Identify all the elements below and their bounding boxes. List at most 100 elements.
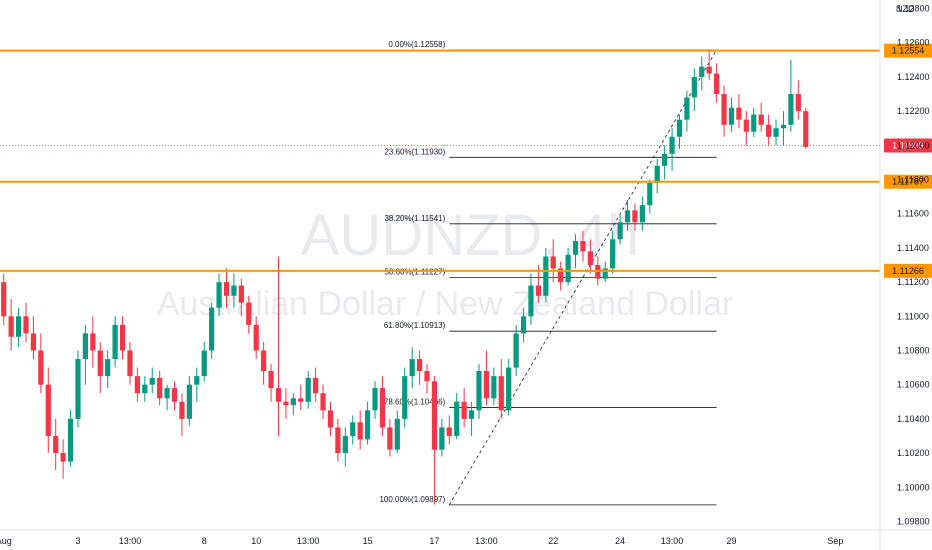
- x-tick-label: 13:00: [297, 536, 320, 546]
- candle-body: [483, 371, 490, 399]
- x-tick-label: 3: [75, 536, 80, 546]
- x-tick-label: Sep: [827, 536, 843, 546]
- candle-body: [23, 316, 29, 334]
- level-price-badge: [884, 174, 932, 189]
- candle-body: [766, 124, 772, 137]
- candle-body: [268, 371, 274, 389]
- candle-body: [595, 265, 601, 279]
- candle-body: [275, 388, 282, 402]
- y-tick-label: 1.11400: [897, 243, 929, 253]
- candle-body: [394, 418, 400, 450]
- candle-body: [676, 119, 683, 137]
- candle-body: [513, 333, 519, 368]
- candle-body: [639, 205, 645, 223]
- candle-body: [164, 388, 170, 399]
- candle-body: [535, 285, 541, 296]
- candle-body: [387, 427, 393, 450]
- y-tick-label: 1.11800: [897, 175, 929, 185]
- level-price-label: 1.11787: [892, 177, 924, 187]
- candle-body: [75, 359, 81, 419]
- candle-body: [736, 107, 742, 120]
- y-tick-label: 1.10000: [897, 482, 930, 492]
- candle-body: [186, 384, 192, 419]
- candle-body: [803, 111, 809, 148]
- candle-body: [706, 66, 712, 74]
- candle-body: [15, 316, 22, 337]
- fib-trend-line[interactable]: [448, 49, 717, 506]
- fibonacci-retracement[interactable]: 0.00%(1.12558) 23.60%(1.11930) 38.20%(1.11…: [379, 40, 717, 506]
- candle-body: [558, 268, 564, 283]
- y-tick-label: 1.10800: [897, 345, 930, 355]
- candle-body: [364, 410, 371, 440]
- candle-body: [283, 401, 289, 406]
- candle-body: [1, 282, 7, 317]
- candle-body: [194, 376, 200, 385]
- candle-body: [171, 388, 178, 402]
- fib-level-label: 0.00%(1.12558): [388, 40, 445, 49]
- candle-body: [409, 359, 415, 377]
- candle-body: [45, 384, 51, 436]
- candle-body: [602, 268, 608, 279]
- fib-level-label: 50.00%(1.11227): [384, 267, 445, 276]
- candle-body: [298, 398, 304, 402]
- candle-body: [773, 128, 779, 137]
- candle-body: [743, 119, 749, 132]
- candle-body: [201, 350, 207, 377]
- y-tick-label: 1.12000: [897, 140, 930, 150]
- candle-body: [119, 324, 126, 351]
- candle-body: [67, 418, 74, 462]
- candle-body: [327, 410, 334, 428]
- candle-body: [795, 94, 801, 112]
- candle-body: [142, 384, 148, 394]
- y-tick-label: 1.10400: [897, 414, 930, 424]
- candle-body: [112, 324, 118, 360]
- last-price-label: 1.11999: [892, 140, 924, 150]
- candle-body: [223, 282, 230, 296]
- fib-level-label: 61.80%(1.10913): [384, 321, 446, 330]
- candle-body: [572, 241, 579, 255]
- level-price-label: 1.12554: [892, 46, 925, 56]
- last-price-badge: [884, 138, 932, 153]
- candle-body: [216, 282, 222, 308]
- candle-body: [60, 453, 66, 462]
- candle-body: [335, 427, 341, 454]
- candle-body: [506, 367, 512, 411]
- candle-body: [38, 350, 44, 385]
- candle-body: [350, 422, 356, 436]
- candle-body: [105, 359, 111, 377]
- candle-body: [617, 222, 623, 240]
- candle-body: [728, 107, 735, 125]
- level-price-badge: [884, 43, 932, 58]
- y-tick-label: 1.12800: [897, 4, 930, 14]
- candle-body: [290, 398, 296, 406]
- y-tick-label: 1.11600: [897, 209, 929, 219]
- candle-body: [134, 376, 140, 394]
- candle-body: [431, 381, 438, 450]
- candle-body: [721, 94, 727, 125]
- candle-body: [261, 350, 267, 371]
- y-tick-label: 1.12400: [897, 72, 930, 82]
- candle-body: [402, 376, 408, 419]
- candle-body: [468, 410, 475, 419]
- candle-body: [231, 285, 237, 296]
- level-price-label: 1.11266: [892, 266, 924, 276]
- fib-level-label: 38.20%(1.11541): [384, 214, 445, 223]
- candle-body: [379, 388, 386, 428]
- candle-body: [446, 427, 452, 436]
- candle-body: [157, 377, 163, 399]
- candles: [1, 49, 809, 505]
- candle-body: [654, 165, 660, 183]
- candle-body: [439, 427, 445, 450]
- candle-body: [461, 401, 467, 419]
- x-tick-label: 10: [251, 536, 261, 546]
- horizontal-levels[interactable]: 1.12554 1.11787 1.11266 1.11999: [0, 43, 932, 278]
- candle-body: [149, 377, 155, 385]
- candle-body: [454, 401, 460, 436]
- x-tick-label: 8: [202, 536, 207, 546]
- candle-body: [691, 76, 697, 98]
- x-tick-label: 29: [726, 536, 736, 546]
- fib-level-label: 78.60%(1.10466): [384, 398, 446, 407]
- candle-body: [624, 210, 631, 223]
- candle-body: [179, 401, 185, 419]
